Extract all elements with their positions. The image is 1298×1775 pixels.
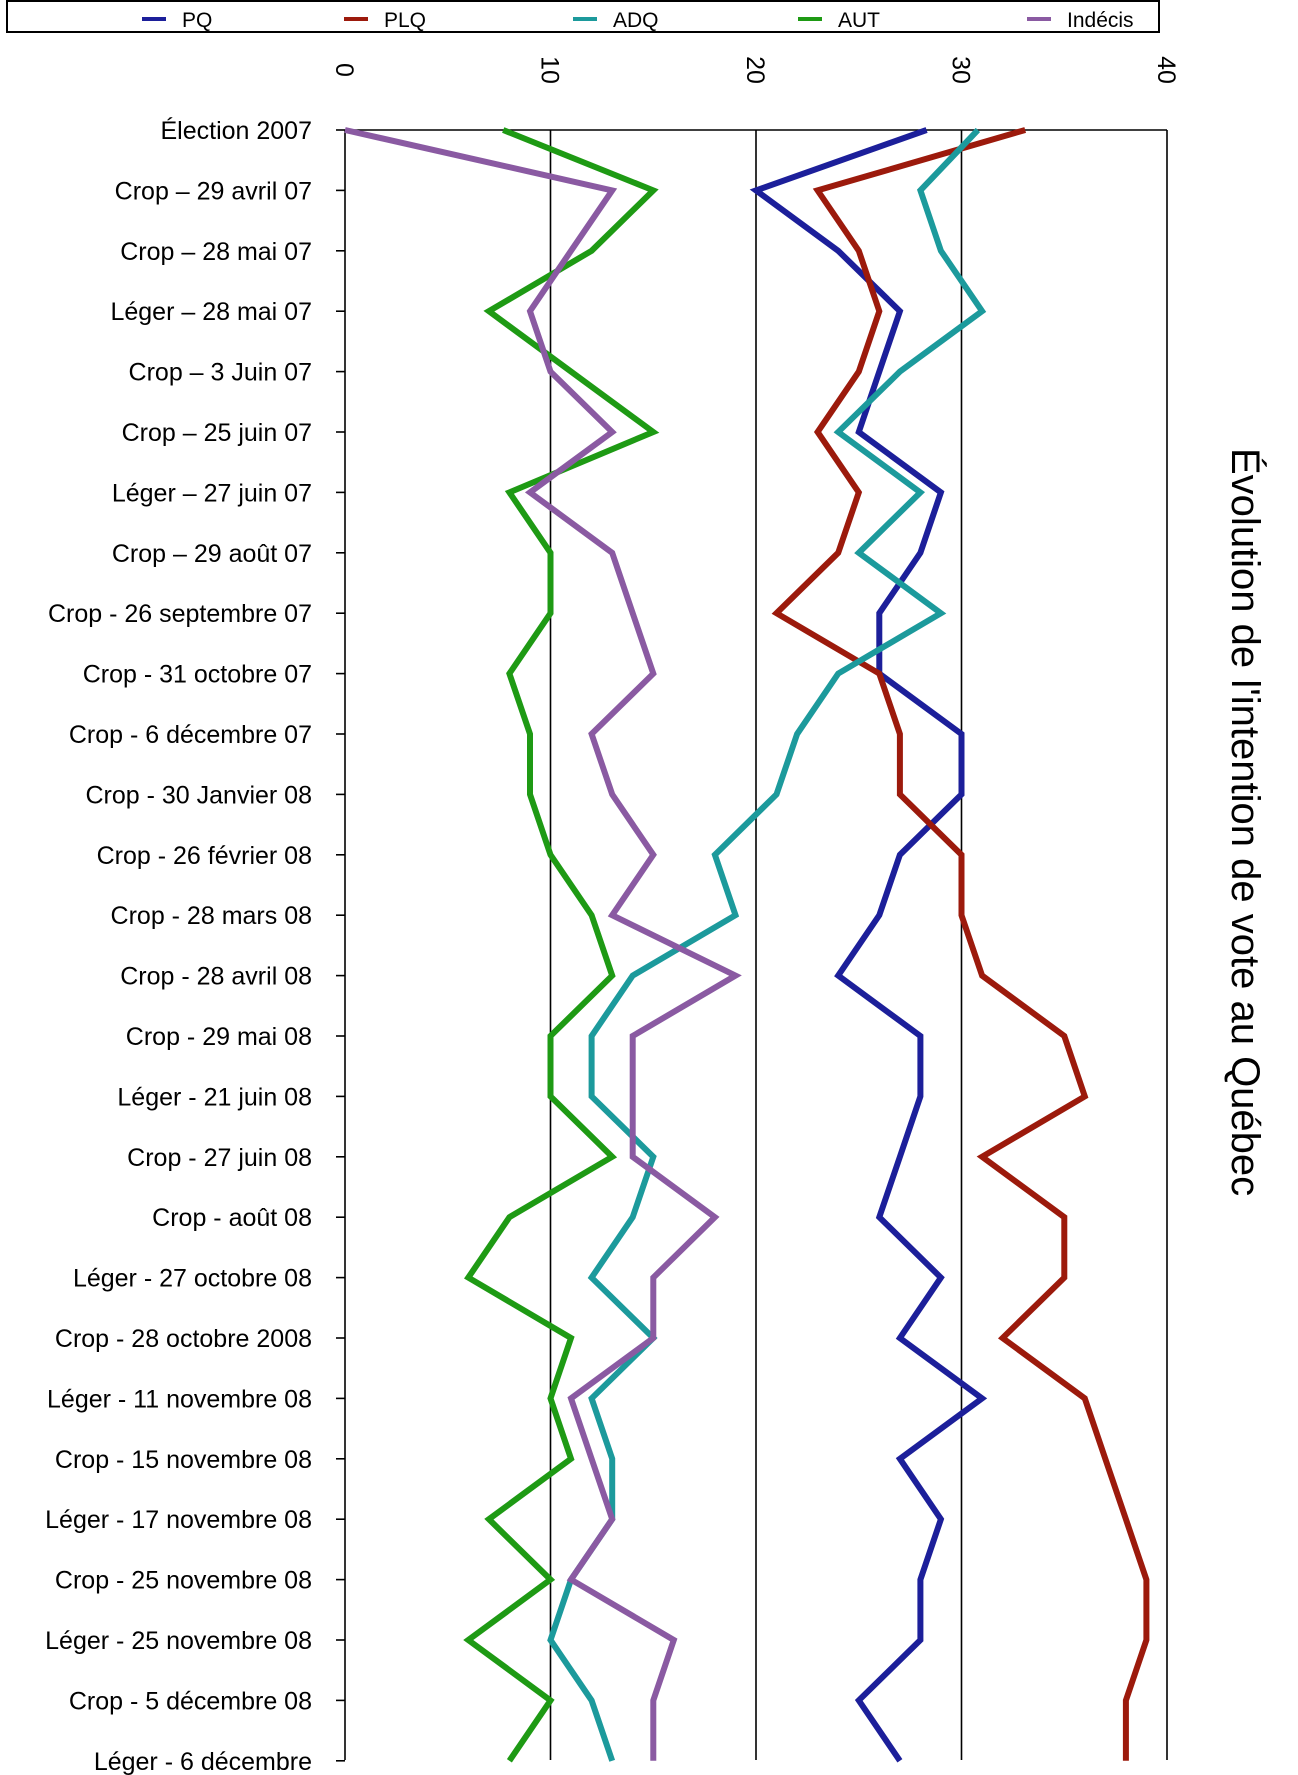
category-label: Crop – 3 Juin 07 (129, 359, 312, 387)
x-tick-label: 40 (1152, 56, 1180, 84)
legend-label: PQ (182, 9, 212, 32)
category-label: Crop – 25 juin 07 (122, 419, 312, 447)
category-label: Crop - 28 octobre 2008 (55, 1325, 312, 1353)
x-tick-label: 30 (947, 56, 975, 84)
legend-label: Indécis (1067, 9, 1134, 32)
x-axis-ticks: 0 10 20 30 40 (330, 56, 1180, 84)
legend-label: AUT (838, 9, 880, 32)
category-label: Crop - 26 septembre 07 (48, 600, 312, 628)
category-label: Crop - 6 décembre 07 (69, 721, 312, 749)
category-label: Crop - 27 juin 08 (127, 1144, 312, 1172)
x-tick-label: 0 (330, 63, 358, 77)
series-line-indécis (344, 127, 742, 1761)
category-label: Léger - 6 décembre (94, 1748, 312, 1775)
legend: PQ PLQ ADQ AUT Indécis (6, 0, 1160, 33)
category-label: Léger - 21 juin 08 (117, 1083, 312, 1111)
legend-label: PLQ (384, 9, 426, 32)
series-line-plq (771, 127, 1150, 1761)
series-lines (344, 127, 1150, 1763)
category-label: Crop – 29 août 07 (112, 540, 312, 568)
category-label: Crop - 28 avril 08 (120, 963, 312, 991)
category-label: Léger - 17 novembre 08 (45, 1506, 312, 1534)
grid (344, 129, 1168, 1760)
chart-title: Évolution de l'intention de vote au Québ… (1223, 448, 1268, 1196)
category-label: Crop - 29 mai 08 (126, 1023, 312, 1051)
legend-box (6, 0, 1160, 33)
series-line-adq (547, 127, 987, 1762)
category-label: Crop - 26 février 08 (97, 842, 312, 870)
category-label: Crop - 30 Janvier 08 (85, 781, 312, 809)
category-label: Léger - 25 novembre 08 (45, 1627, 312, 1655)
category-label: Crop - 28 mars 08 (111, 902, 312, 930)
category-label: Élection 2007 (160, 116, 312, 145)
category-label: Crop - 25 novembre 08 (55, 1567, 312, 1595)
series-line-pq (749, 127, 988, 1763)
series-line-aut (463, 127, 660, 1763)
x-tick-label: 10 (536, 56, 564, 84)
category-label: Crop – 28 mai 07 (120, 238, 312, 266)
category-label: Crop - 15 novembre 08 (55, 1446, 312, 1474)
category-axis: Élection 2007 Crop – 29 avril 07 Crop – 28… (45, 116, 345, 1775)
category-label: Léger – 28 mai 07 (110, 298, 312, 326)
category-label: Léger – 27 juin 07 (112, 479, 312, 507)
category-label: Léger - 27 octobre 08 (73, 1265, 312, 1293)
category-label: Crop - 31 octobre 07 (83, 661, 312, 689)
x-tick-label: 20 (741, 56, 769, 84)
category-label: Crop - août 08 (152, 1204, 312, 1232)
legend-label: ADQ (613, 9, 659, 32)
category-label: Léger - 11 novembre 08 (47, 1385, 312, 1413)
category-label: Crop - 5 décembre 08 (69, 1687, 312, 1715)
category-label: Crop – 29 avril 07 (115, 177, 312, 205)
